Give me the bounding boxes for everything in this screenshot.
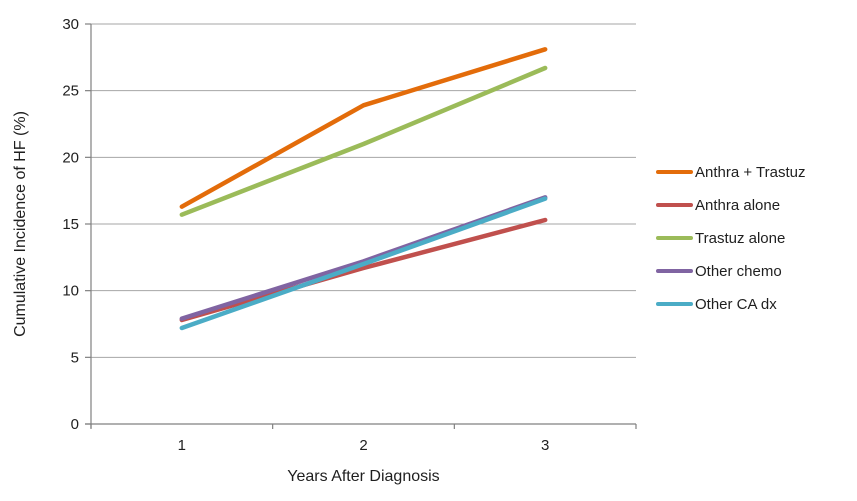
x-tick-label-1: 1 — [178, 437, 186, 454]
legend-swatch-anthra-trastuz — [656, 170, 693, 174]
y-axis-title: Cumulative Incidence of HF (%) — [12, 111, 29, 337]
series-line-anthra-trastuz — [179, 47, 548, 209]
legend-swatch-anthra-alone — [656, 203, 693, 207]
x-tick-label-3: 3 — [541, 437, 549, 454]
legend-item-other-chemo: Other chemo — [656, 261, 805, 281]
x-axis-title: Years After Diagnosis — [287, 468, 440, 485]
legend-label-other-chemo: Other chemo — [695, 262, 782, 280]
y-tick-label-25: 25 — [62, 83, 79, 100]
y-tick-label-0: 0 — [71, 416, 79, 433]
series-line-other-chemo — [179, 195, 548, 321]
y-tick-label-10: 10 — [62, 283, 79, 300]
legend-swatch-other-ca-dx — [656, 302, 693, 306]
y-tick-label-5: 5 — [71, 349, 79, 366]
series-line-anthra-alone — [179, 217, 548, 323]
series-line-other-ca-dx — [179, 196, 548, 331]
legend-label-anthra-alone: Anthra alone — [695, 196, 781, 214]
y-tick-label-15: 15 — [62, 216, 79, 233]
legend-label-trastuz-alone: Trastuz alone — [695, 229, 786, 247]
legend-label-anthra-trastuz: Anthra + Trastuz — [695, 163, 806, 181]
legend-item-other-ca-dx: Other CA dx — [656, 294, 805, 314]
series-line-trastuz-alone — [179, 65, 548, 217]
x-tick-label-2: 2 — [359, 437, 367, 454]
legend-label-other-ca-dx: Other CA dx — [695, 295, 777, 313]
legend-swatch-other-chemo — [656, 269, 693, 273]
y-tick-label-20: 20 — [62, 149, 79, 166]
legend-swatch-trastuz-alone — [656, 236, 693, 240]
y-tick-label-30: 30 — [62, 16, 79, 33]
legend-item-trastuz-alone: Trastuz alone — [656, 228, 805, 248]
legend: Anthra + Trastuz Anthra alone Trastuz alon… — [656, 162, 805, 327]
legend-item-anthra-alone: Anthra alone — [656, 195, 805, 215]
legend-item-anthra-trastuz: Anthra + Trastuz — [656, 162, 805, 182]
